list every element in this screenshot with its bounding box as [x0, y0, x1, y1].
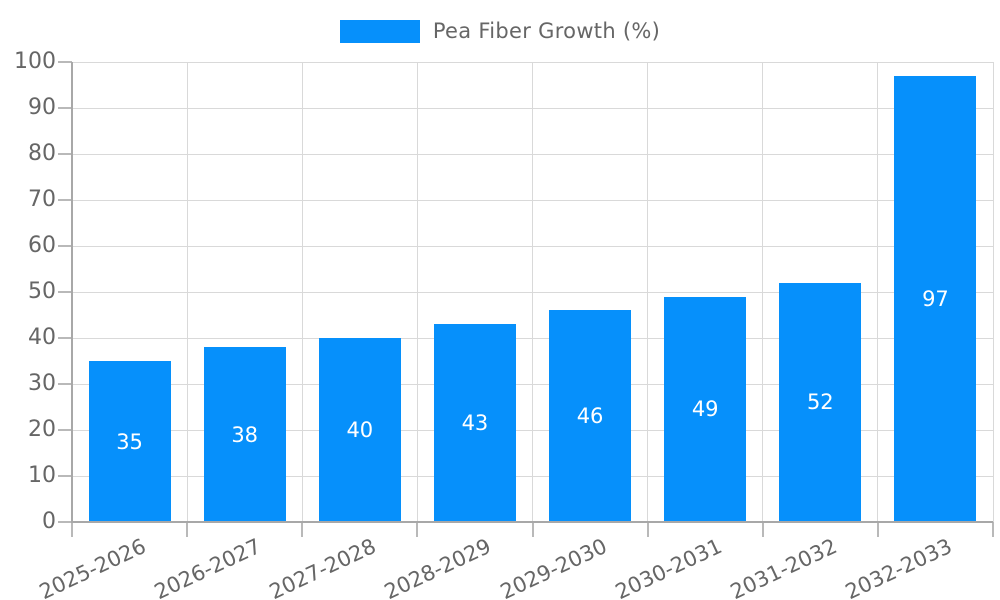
bar-value-label: 97	[922, 286, 949, 311]
y-axis-tick-label: 70	[28, 187, 56, 212]
bar-2027-2028[interactable]: 40	[318, 338, 401, 522]
y-axis-tick	[58, 291, 72, 293]
bar-2031-2032[interactable]: 52	[779, 282, 862, 522]
gridline-vertical	[532, 62, 533, 522]
x-axis-tick-label: 2025-2026	[35, 534, 150, 600]
bar-value-label: 40	[346, 418, 374, 442]
x-axis-tick-label: 2030-2031	[611, 534, 726, 600]
bar-2025-2026[interactable]: 35	[88, 361, 171, 522]
legend-label: Pea Fiber Growth (%)	[432, 19, 661, 43]
y-axis-tick	[58, 337, 72, 339]
bar-2030-2031[interactable]: 49	[664, 296, 747, 522]
y-axis-tick	[58, 383, 72, 385]
x-axis-tick	[992, 522, 994, 537]
y-axis-tick-label: 90	[28, 95, 56, 120]
gridline-vertical	[186, 62, 188, 522]
x-axis-tick-label: 2031-2032	[726, 534, 841, 600]
y-axis-tick	[58, 199, 72, 201]
x-axis-tick	[646, 522, 649, 537]
bar-value-label: 49	[691, 397, 719, 422]
y-axis-tick	[58, 521, 72, 523]
y-axis-tick-label: 0	[42, 509, 56, 534]
x-axis-tick	[416, 522, 419, 537]
y-axis-tick-label: 50	[28, 279, 56, 304]
y-axis-line	[71, 62, 73, 523]
y-axis-tick	[58, 245, 72, 247]
bar-value-label: 35	[116, 429, 143, 454]
gridline-vertical	[877, 62, 879, 522]
legend-swatch-icon	[339, 19, 420, 43]
bar-2028-2029[interactable]: 43	[433, 324, 516, 522]
x-axis-tick	[531, 522, 534, 537]
y-axis-tick-label: 10	[28, 463, 56, 488]
x-axis-tick	[301, 522, 304, 537]
x-axis-tick	[761, 522, 764, 537]
bar-2032-2033[interactable]: 97	[894, 75, 977, 522]
x-axis-tick	[71, 522, 73, 537]
bar-2029-2030[interactable]: 46	[549, 310, 632, 522]
y-axis-tick	[58, 475, 72, 477]
y-axis-tick	[58, 61, 72, 63]
y-axis-tick-label: 60	[28, 233, 56, 258]
y-axis-tick-label: 80	[28, 141, 56, 166]
y-axis-tick	[58, 107, 72, 109]
y-axis-tick-label: 20	[28, 417, 56, 442]
bar-value-label: 38	[231, 422, 259, 447]
gridline-vertical	[416, 62, 418, 522]
y-axis-tick	[58, 153, 72, 155]
y-axis-tick-label: 30	[28, 371, 56, 396]
x-axis-tick-label: 2032-2033	[841, 534, 956, 600]
y-axis-tick-label: 40	[28, 325, 56, 350]
gridline-vertical	[762, 62, 764, 522]
x-axis-tick	[186, 522, 189, 537]
bar-value-label: 46	[576, 404, 604, 429]
gridline-vertical	[992, 62, 994, 522]
x-axis-line	[71, 521, 993, 523]
bar-value-label: 52	[806, 390, 834, 415]
x-axis-tick-label: 2026-2027	[150, 534, 265, 600]
y-axis-tick-label: 100	[14, 49, 56, 74]
bar-2026-2027[interactable]: 38	[203, 347, 286, 522]
gridline-vertical	[301, 62, 303, 522]
chart-legend[interactable]: Pea Fiber Growth (%)	[0, 19, 1000, 43]
x-axis-tick-label: 2027-2028	[266, 534, 380, 600]
x-axis-tick	[876, 522, 879, 537]
gridline-vertical	[647, 62, 649, 522]
x-axis-tick-label: 2028-2029	[381, 534, 496, 600]
y-axis-tick	[58, 429, 72, 431]
bar-value-label: 43	[461, 411, 489, 436]
x-axis-tick-label: 2029-2030	[496, 534, 611, 600]
